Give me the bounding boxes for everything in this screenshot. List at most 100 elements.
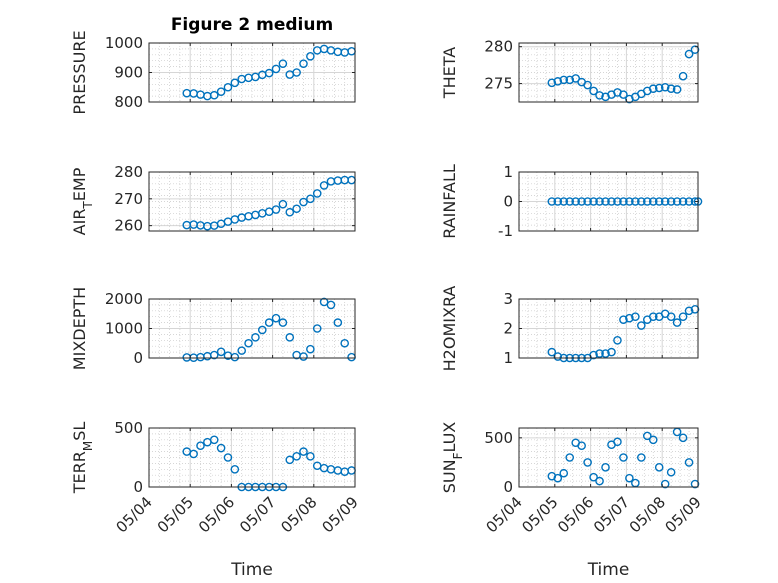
data-point bbox=[589, 197, 598, 206]
data-point bbox=[299, 197, 308, 207]
data-point bbox=[285, 455, 295, 465]
data-point bbox=[660, 197, 670, 206]
data-point bbox=[577, 441, 586, 451]
data-point bbox=[666, 197, 676, 206]
y-tick-label: 800 bbox=[114, 93, 143, 111]
data-point bbox=[678, 71, 688, 81]
data-point bbox=[666, 84, 676, 94]
data-point bbox=[631, 312, 640, 322]
data-point bbox=[237, 346, 246, 355]
y-axis-label: AIRTEMP bbox=[70, 167, 95, 235]
data-point bbox=[285, 207, 295, 217]
data-point bbox=[223, 453, 233, 462]
subplot-mixdepth: 0 1000 2000 MIXDEPTH bbox=[70, 287, 356, 370]
data-point bbox=[648, 197, 658, 206]
y-tick-label: 3 bbox=[503, 290, 513, 308]
data-point bbox=[684, 197, 694, 206]
data-point bbox=[642, 431, 652, 441]
y-tick-label: 280 bbox=[484, 38, 513, 56]
data-point bbox=[230, 464, 240, 474]
data-point bbox=[678, 312, 688, 322]
data-point bbox=[648, 84, 658, 94]
y-tick-label: 2000 bbox=[105, 290, 143, 308]
data-point bbox=[216, 347, 226, 357]
y-tick-label: 280 bbox=[114, 163, 143, 181]
data-point bbox=[642, 197, 652, 206]
data-point bbox=[251, 333, 260, 342]
data-point bbox=[565, 197, 575, 206]
data-point bbox=[684, 49, 694, 59]
data-point bbox=[625, 197, 634, 206]
data-point bbox=[583, 197, 592, 206]
y-axis-label: RAINFALL bbox=[440, 164, 459, 239]
data-point bbox=[672, 318, 682, 327]
y-axis-label: PRESSURE bbox=[70, 30, 89, 114]
data-point bbox=[571, 197, 580, 206]
data-point bbox=[595, 91, 604, 100]
y-tick-label: 500 bbox=[114, 419, 143, 437]
data-point bbox=[595, 476, 604, 486]
data-point bbox=[666, 467, 676, 477]
y-axis-label: THETA bbox=[440, 47, 459, 99]
data-point bbox=[196, 441, 205, 451]
x-axis-label: Time bbox=[230, 560, 273, 580]
data-point bbox=[571, 74, 580, 83]
data-point bbox=[690, 197, 700, 206]
data-point bbox=[690, 479, 700, 489]
axes-box bbox=[518, 42, 699, 103]
data-point bbox=[553, 352, 563, 361]
data-point bbox=[654, 463, 664, 472]
data-point bbox=[340, 338, 350, 348]
data-point bbox=[306, 344, 315, 354]
y-tick-label: 275 bbox=[484, 75, 513, 93]
data-point bbox=[209, 90, 219, 100]
y-tick-label: 900 bbox=[114, 64, 143, 82]
data-point bbox=[547, 78, 557, 88]
data-point bbox=[619, 315, 628, 324]
data-point bbox=[312, 189, 322, 198]
data-point bbox=[583, 458, 592, 467]
data-point bbox=[257, 325, 267, 335]
data-point bbox=[547, 347, 557, 357]
y-tick-label: 2 bbox=[503, 320, 513, 338]
data-point bbox=[264, 68, 274, 78]
data-point bbox=[613, 197, 622, 206]
data-point bbox=[660, 82, 670, 92]
data-point bbox=[285, 333, 295, 342]
figure-title: Figure 2 medium bbox=[171, 15, 333, 35]
data-point bbox=[244, 338, 253, 348]
data-point bbox=[553, 77, 563, 86]
y-tick-label: 1000 bbox=[105, 320, 143, 338]
data-point bbox=[613, 335, 622, 345]
data-point bbox=[299, 352, 308, 361]
data-point bbox=[684, 458, 694, 467]
data-point bbox=[619, 90, 628, 99]
data-point bbox=[666, 312, 676, 322]
y-tick-label: 500 bbox=[484, 429, 513, 447]
data-point bbox=[553, 197, 563, 206]
axes-box bbox=[148, 427, 356, 488]
data-point bbox=[589, 472, 598, 482]
data-point bbox=[589, 350, 598, 360]
data-point bbox=[292, 68, 301, 77]
data-point bbox=[678, 433, 688, 443]
data-point bbox=[595, 349, 604, 358]
y-tick-label: -1 bbox=[498, 222, 513, 240]
subplot-h2omixra: 1 2 3 H2OMIXRA bbox=[440, 286, 700, 371]
y-tick-label: 0 bbox=[133, 478, 143, 496]
y-tick-label: 0 bbox=[503, 193, 513, 211]
data-point bbox=[271, 313, 281, 323]
y-tick-label: 1000 bbox=[105, 34, 143, 52]
data-point bbox=[299, 59, 308, 68]
data-point bbox=[559, 75, 569, 85]
data-point bbox=[319, 181, 329, 190]
subplot-air_temp: 260 270 280 AIRTEMP bbox=[70, 163, 356, 235]
data-point bbox=[271, 205, 281, 214]
data-point bbox=[690, 45, 700, 54]
data-point bbox=[684, 306, 694, 316]
data-point bbox=[583, 80, 592, 90]
data-point bbox=[299, 447, 308, 456]
subplot-pressure: 800 900 1000 PRESSURE bbox=[70, 30, 356, 115]
